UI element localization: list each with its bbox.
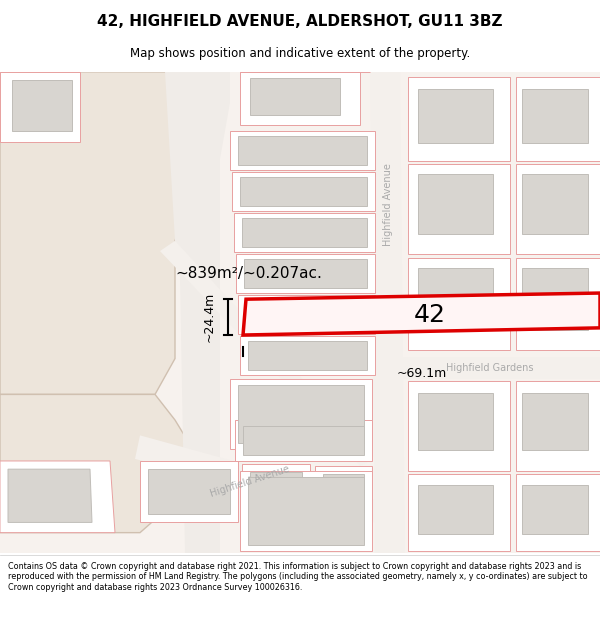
Polygon shape xyxy=(238,385,364,442)
Polygon shape xyxy=(408,474,510,551)
Text: Contains OS data © Crown copyright and database right 2021. This information is : Contains OS data © Crown copyright and d… xyxy=(8,562,587,591)
Polygon shape xyxy=(522,174,588,234)
Text: ~24.4m: ~24.4m xyxy=(203,292,216,342)
Polygon shape xyxy=(8,469,92,522)
Polygon shape xyxy=(242,464,310,521)
Polygon shape xyxy=(315,466,372,521)
Polygon shape xyxy=(418,89,493,142)
Polygon shape xyxy=(240,72,360,125)
Polygon shape xyxy=(238,295,375,334)
Polygon shape xyxy=(232,173,375,211)
Polygon shape xyxy=(516,258,600,351)
Text: 42, HIGHFIELD AVENUE, ALDERSHOT, GU11 3BZ: 42, HIGHFIELD AVENUE, ALDERSHOT, GU11 3B… xyxy=(97,14,503,29)
Polygon shape xyxy=(230,131,375,170)
Text: Highfield Avenue: Highfield Avenue xyxy=(209,464,291,499)
Polygon shape xyxy=(240,177,367,206)
Polygon shape xyxy=(0,72,210,394)
Polygon shape xyxy=(242,218,367,247)
Polygon shape xyxy=(0,72,80,141)
Polygon shape xyxy=(243,426,364,455)
Polygon shape xyxy=(160,241,370,466)
Polygon shape xyxy=(235,420,372,461)
Text: Highfield Gardens: Highfield Gardens xyxy=(446,362,534,372)
Polygon shape xyxy=(155,72,230,553)
Polygon shape xyxy=(240,336,375,375)
Polygon shape xyxy=(148,469,230,514)
Polygon shape xyxy=(244,259,367,288)
Polygon shape xyxy=(230,379,372,449)
Polygon shape xyxy=(516,474,600,551)
Polygon shape xyxy=(522,393,588,450)
Polygon shape xyxy=(408,164,510,254)
Polygon shape xyxy=(250,78,340,115)
Text: 42: 42 xyxy=(414,302,446,326)
Polygon shape xyxy=(240,471,372,551)
Polygon shape xyxy=(246,300,367,329)
Polygon shape xyxy=(243,293,600,335)
Polygon shape xyxy=(248,478,364,545)
Text: Map shows position and indicative extent of the property.: Map shows position and indicative extent… xyxy=(130,48,470,61)
Polygon shape xyxy=(250,472,302,512)
Polygon shape xyxy=(418,393,493,450)
Polygon shape xyxy=(418,174,493,234)
Polygon shape xyxy=(516,77,600,161)
Polygon shape xyxy=(238,136,367,165)
Polygon shape xyxy=(516,381,600,471)
Polygon shape xyxy=(408,381,510,471)
Text: ~69.1m: ~69.1m xyxy=(397,367,446,380)
Polygon shape xyxy=(248,341,367,370)
Polygon shape xyxy=(0,394,200,532)
Polygon shape xyxy=(135,436,375,522)
Polygon shape xyxy=(522,89,588,142)
Polygon shape xyxy=(522,269,588,330)
Text: ~839m²/~0.207ac.: ~839m²/~0.207ac. xyxy=(175,266,322,281)
Text: Highfield Avenue: Highfield Avenue xyxy=(383,164,393,246)
Polygon shape xyxy=(12,80,72,131)
Polygon shape xyxy=(418,269,493,330)
Polygon shape xyxy=(516,164,600,254)
Polygon shape xyxy=(522,484,588,534)
Polygon shape xyxy=(370,72,405,553)
Polygon shape xyxy=(0,461,115,532)
Polygon shape xyxy=(408,258,510,351)
Polygon shape xyxy=(234,213,375,252)
Polygon shape xyxy=(236,254,375,293)
Polygon shape xyxy=(375,356,600,379)
Polygon shape xyxy=(408,77,510,161)
Polygon shape xyxy=(140,461,238,522)
Polygon shape xyxy=(418,484,493,534)
Polygon shape xyxy=(323,474,364,512)
